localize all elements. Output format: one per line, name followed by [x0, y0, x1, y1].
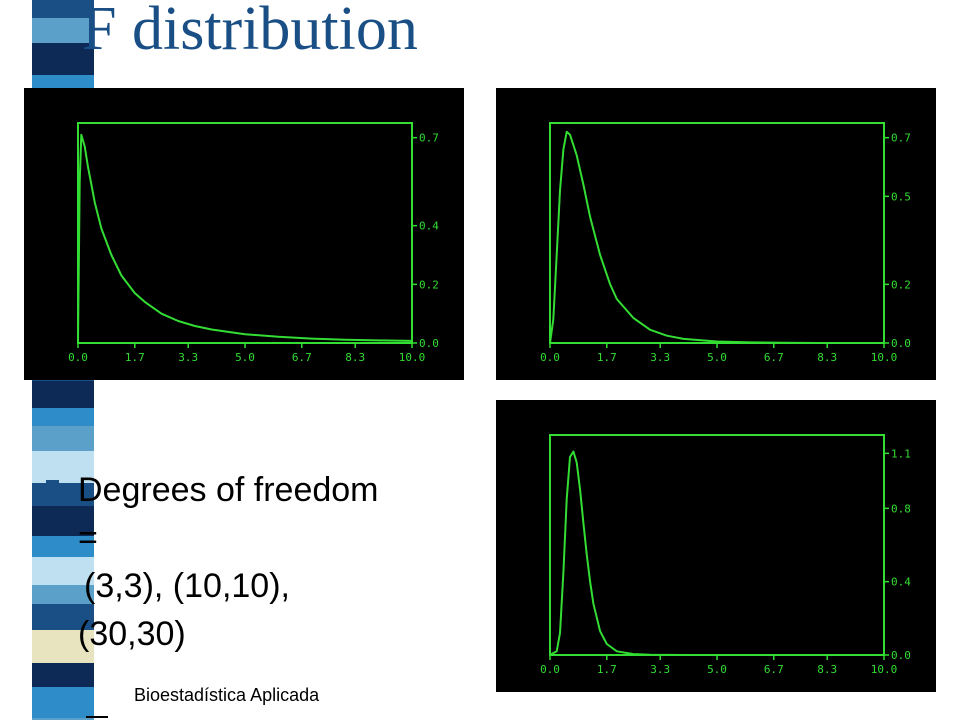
stripe-segment [32, 0, 94, 18]
y-tick-label: 0.8 [891, 502, 911, 515]
y-tick-label: 0.7 [419, 132, 439, 145]
x-tick-label: 0.0 [68, 351, 88, 364]
f-distribution-chart-3-3: 0.0 1.7 3.3 5.0 6.7 8.3 10.00.00.20.40.7 [68, 122, 439, 364]
plot-frame [77, 122, 413, 344]
stripe-segment [32, 630, 94, 663]
x-tick-label: 6.7 [292, 351, 312, 364]
x-tick-label: 8.3 [817, 351, 837, 364]
plot-frame [549, 122, 885, 344]
x-tick-label: 5.0 [235, 351, 255, 364]
chart-panel-df-30-30: 0.0 1.7 3.3 5.0 6.7 8.3 10.0 0.0 0.4 0.8 1.1 [496, 400, 936, 692]
x-tick-label: 5.0 [707, 663, 727, 676]
footer-divider [86, 716, 108, 718]
stripe-segment [32, 426, 94, 451]
stripe-segment [32, 718, 94, 720]
stripe-segment [32, 506, 94, 536]
y-tick-label: 0.7 [891, 132, 911, 145]
y-tick-label: 0.5 [891, 190, 911, 203]
x-tick-label: 8.3 [345, 351, 365, 364]
f-distribution-chart-10-10: 0.0 1.7 3.3 5.0 6.7 8.3 10.00.00.20.50.7 [540, 122, 911, 364]
y-tick-label: 0.4 [891, 576, 911, 589]
x-tick-label: 8.3 [817, 663, 837, 676]
y-tick-label: 0.2 [419, 278, 439, 291]
x-tick-label: 3.3 [178, 351, 198, 364]
stripe-segment [32, 408, 94, 426]
stripe-segment [32, 687, 94, 718]
stripe-segment [32, 557, 94, 585]
x-tick-label: 1.7 [597, 663, 617, 676]
bullet-line-4: (30,30) [78, 615, 186, 653]
x-tick-label: 0.0 [540, 663, 560, 676]
x-tick-label: 10.0 [871, 351, 898, 364]
bullet-marker [46, 480, 59, 493]
density-curve [549, 450, 884, 656]
y-tick-label: 1.1 [891, 447, 911, 460]
x-tick-label: 0.0 [540, 351, 560, 364]
stripe-segment [32, 663, 94, 687]
x-tick-label: 6.7 [764, 663, 784, 676]
x-tick-label: 1.7 [597, 351, 617, 364]
bullet-line-1: Degrees of freedom [78, 471, 379, 509]
y-tick-label: 0.4 [419, 220, 439, 233]
stripe-segment [32, 585, 94, 604]
x-tick-label: 6.7 [764, 351, 784, 364]
stripe-segment [32, 451, 94, 483]
x-tick-label: 10.0 [399, 351, 426, 364]
footer-text: Bioestadística Aplicada [134, 685, 320, 705]
chart-panel-df-3-3: 0.0 1.7 3.3 5.0 6.7 8.3 10.0 0.0 0.2 0.4 0.7 [24, 88, 464, 380]
x-tick-label: 10.0 [871, 663, 898, 676]
y-tick-label: 0.2 [891, 278, 911, 291]
y-tick-label: 0.0 [891, 337, 911, 350]
x-tick-label: 3.3 [650, 351, 670, 364]
stripe-segment [32, 381, 94, 408]
y-tick-label: 0.0 [891, 649, 911, 662]
x-tick-label: 1.7 [125, 351, 145, 364]
stripe-segment [32, 18, 94, 43]
page-title: F distribution [82, 0, 418, 63]
x-tick-label: 3.3 [650, 663, 670, 676]
stripe-segment [32, 536, 94, 557]
stripe-segment [32, 604, 94, 630]
density-curve [549, 130, 884, 344]
plot-frame [549, 434, 885, 656]
degrees-of-freedom-bullet: Degrees of freedom = (3,3), (10,10), (30… [78, 466, 418, 658]
bullet-line-3: (3,3), (10,10), [84, 567, 290, 605]
x-tick-label: 5.0 [707, 351, 727, 364]
stripe-segment [32, 43, 94, 75]
density-curve [77, 133, 413, 344]
chart-panel-df-10-10: 0.0 1.7 3.3 5.0 6.7 8.3 10.0 0.0 0.2 0.5 0.7 [496, 88, 936, 380]
bullet-line-2: = [78, 519, 98, 557]
y-tick-label: 0.0 [419, 337, 439, 350]
f-distribution-chart-30-30: 0.0 1.7 3.3 5.0 6.7 8.3 10.00.00.40.81.1 [540, 434, 911, 676]
